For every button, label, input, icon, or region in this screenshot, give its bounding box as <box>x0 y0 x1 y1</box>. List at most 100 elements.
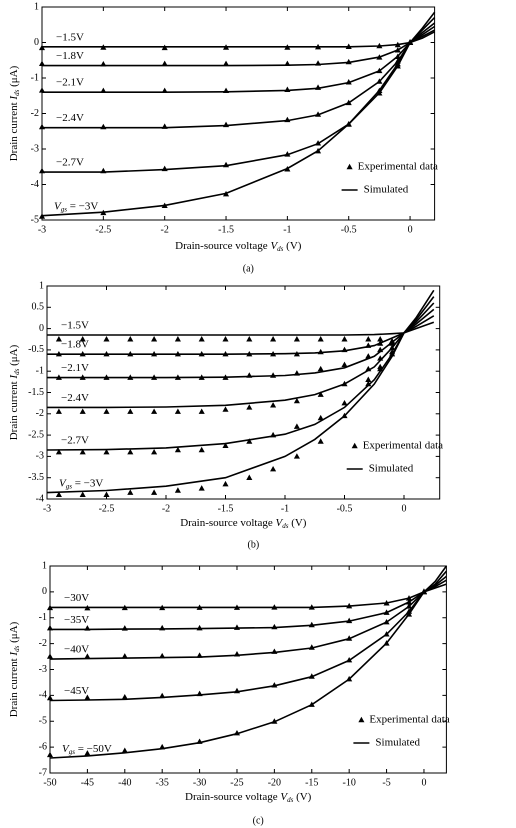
experimental-point <box>308 621 315 628</box>
experimental-point <box>233 624 241 630</box>
y-axis-label-var: I <box>8 95 20 101</box>
curve-label: −1.5V <box>61 320 89 332</box>
simulated-curve <box>42 11 436 48</box>
x-tick-label: -50 <box>43 777 56 788</box>
experimental-point <box>345 43 352 49</box>
experimental-point <box>121 653 128 659</box>
experimental-point <box>246 438 253 444</box>
experimental-point <box>405 595 413 601</box>
experimental-point <box>222 44 230 50</box>
x-axis-label-unit: (V) <box>283 240 301 252</box>
x-tick-label: -0.5 <box>337 503 353 514</box>
experimental-point <box>270 336 277 342</box>
simulated-curve <box>42 25 436 129</box>
simulated-curve <box>42 17 436 67</box>
experimental-point <box>405 611 413 617</box>
experimental-point <box>121 604 128 611</box>
experimental-point <box>394 53 401 59</box>
x-tick-label: -1 <box>281 503 289 514</box>
experimental-point <box>377 340 384 346</box>
y-axis-label-sub: ds <box>13 89 21 96</box>
x-tick-label: 0 <box>402 503 407 514</box>
experimental-point <box>341 412 348 419</box>
x-tick-label: -35 <box>156 777 169 788</box>
experimental-point <box>174 408 181 414</box>
vgs-value: = −50V <box>75 743 112 755</box>
experimental-point <box>317 391 324 397</box>
caption: (b) <box>248 539 260 550</box>
experimental-point <box>317 336 324 342</box>
legend-marker <box>358 716 365 723</box>
experimental-point <box>284 60 291 67</box>
y-axis-label-var: I <box>8 374 20 380</box>
experimental-point <box>365 336 372 342</box>
experimental-point <box>383 640 390 646</box>
experimental-point <box>127 489 134 495</box>
experimental-point <box>376 78 383 84</box>
experimental-point <box>376 42 383 49</box>
experimental-point <box>308 673 315 679</box>
curve-label: −2.1V <box>61 362 89 374</box>
vgs-value: = −3V <box>67 200 98 212</box>
y-tick-label: -4 <box>36 493 44 504</box>
experimental-point <box>127 350 134 357</box>
experimental-point <box>222 121 230 128</box>
x-tick-label: -2.5 <box>99 503 115 514</box>
y-axis-label-unit: (μA) <box>8 344 20 368</box>
experimental-point <box>383 609 390 615</box>
experimental-point <box>405 599 413 605</box>
experimental-point <box>46 624 54 631</box>
y-tick-label: -1 <box>36 365 44 376</box>
curve-label: −40V <box>64 644 89 656</box>
legend-label: Simulated <box>369 463 414 475</box>
experimental-point <box>394 41 401 48</box>
x-axis-label-unit: (V) <box>293 791 311 803</box>
x-tick-label: -2 <box>161 224 169 235</box>
y-axis-label-unit: (μA) <box>8 65 20 89</box>
experimental-point <box>159 652 166 659</box>
y-tick-label: 0 <box>39 323 44 334</box>
experimental-point <box>127 408 134 414</box>
experimental-point <box>293 397 300 404</box>
curve-label: Vgs = −50V <box>62 743 112 756</box>
experimental-point <box>346 675 353 682</box>
experimental-point <box>377 355 384 361</box>
experimental-point <box>293 453 300 459</box>
experimental-point <box>55 491 62 497</box>
x-tick-label: -15 <box>305 777 318 788</box>
experimental-point <box>293 336 300 342</box>
experimental-point <box>196 690 203 697</box>
experimental-point <box>345 121 352 127</box>
experimental-point <box>345 58 352 65</box>
experimental-point <box>196 624 203 631</box>
experimental-point <box>46 694 54 701</box>
legend-label: Simulated <box>364 184 409 196</box>
experimental-point <box>317 365 324 372</box>
experimental-point <box>317 438 324 444</box>
experimental-point <box>55 336 62 342</box>
experimental-point <box>246 372 253 378</box>
experimental-point <box>270 402 277 408</box>
x-axis-label-text: Drain-source voltage <box>185 791 280 803</box>
experimental-point <box>55 350 62 357</box>
curve-label: −1.5V <box>56 31 84 43</box>
experimental-point <box>151 350 158 357</box>
experimental-point <box>308 701 315 707</box>
y-tick-label: -4 <box>31 179 39 190</box>
experimental-point <box>376 87 383 94</box>
curve-label: −2.7V <box>56 157 84 169</box>
experimental-point <box>121 625 128 631</box>
experimental-point <box>103 336 110 342</box>
x-tick-label: -20 <box>268 777 281 788</box>
curve-label: −1.8V <box>61 339 89 351</box>
experimental-point <box>79 408 86 414</box>
vgs-var: V <box>62 743 70 755</box>
experimental-point <box>284 44 291 50</box>
y-tick-label: 0 <box>42 586 47 597</box>
caption: (a) <box>243 263 254 274</box>
experimental-point <box>315 43 322 50</box>
experimental-point <box>100 209 107 216</box>
x-axis-label-text: Drain-source voltage <box>175 240 270 252</box>
y-axis-label: Drain current Ids (μA) <box>8 621 21 717</box>
experimental-point <box>46 604 54 611</box>
